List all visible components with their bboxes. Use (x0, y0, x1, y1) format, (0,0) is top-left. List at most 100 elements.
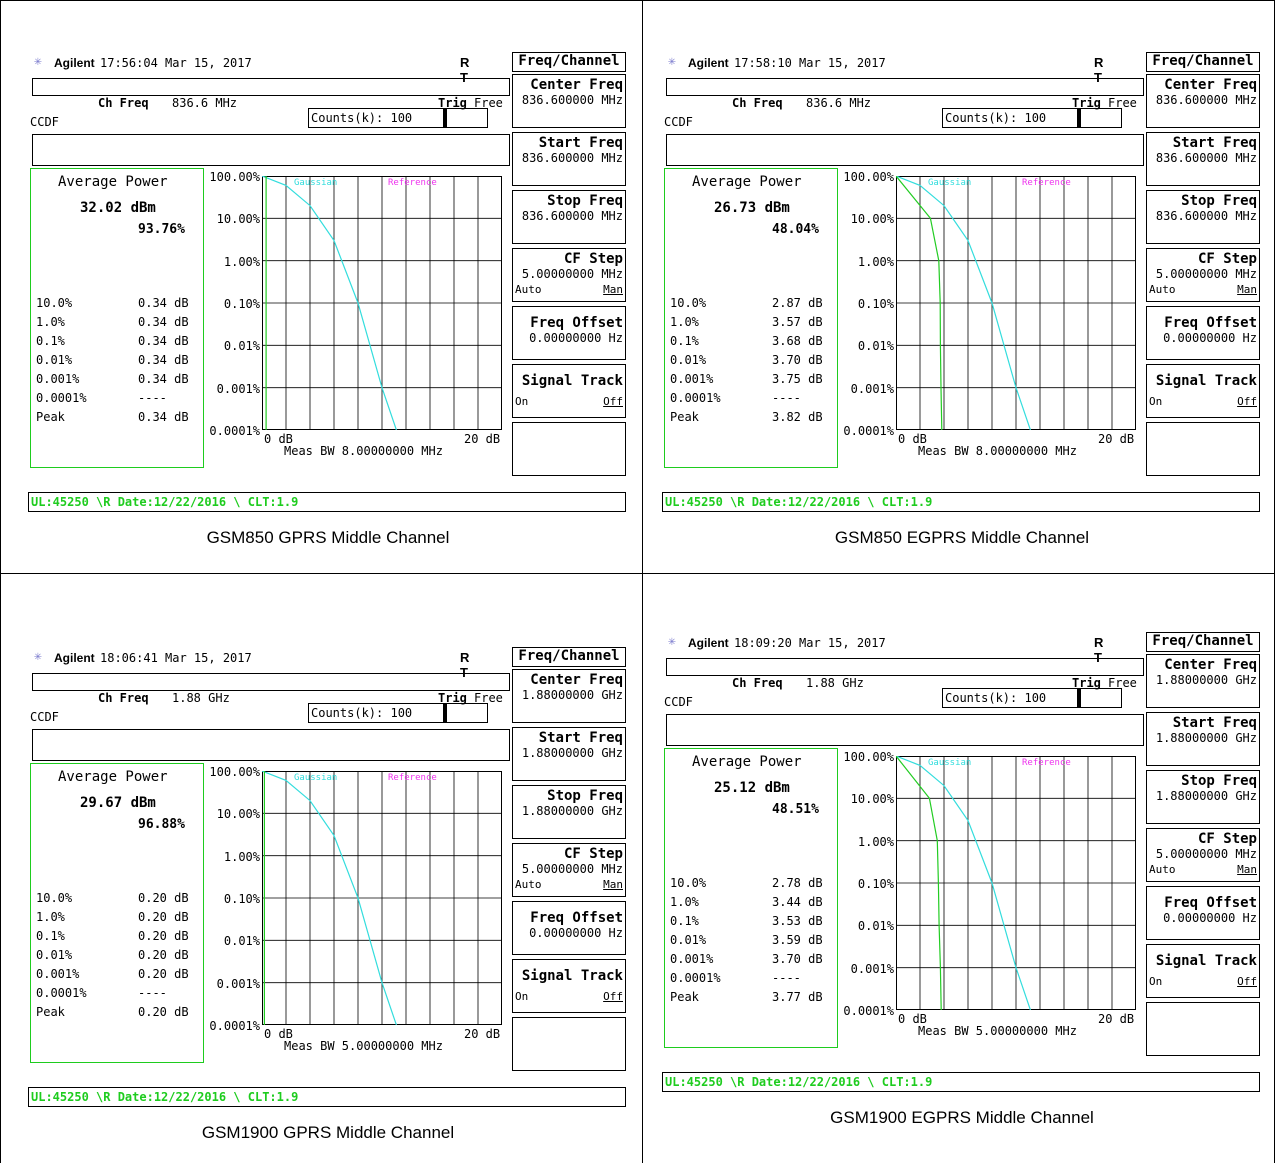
start-freq-softkey[interactable]: Start Freq 1.88000000 GHz (1146, 712, 1260, 766)
counts-field[interactable]: Counts(k): 100 (308, 108, 444, 128)
trig-value: Free (474, 691, 503, 705)
start-freq-label: Start Freq (538, 730, 623, 746)
center-freq-label: Center Freq (530, 77, 623, 93)
results-panel (664, 168, 838, 468)
ccdf-row-value: 0.34 dB (138, 410, 189, 424)
average-power-value: 32.02 dBm (80, 200, 156, 216)
counts-field[interactable]: Counts(k): 100 (308, 703, 444, 723)
freq-offset-value: 0.00000000 Hz (529, 926, 623, 940)
counts-entry-box[interactable] (1078, 108, 1122, 128)
counts-entry-box[interactable] (444, 108, 488, 128)
ccdf-row-label: Peak (36, 1005, 65, 1019)
center-freq-softkey[interactable]: Center Freq 1.88000000 GHz (512, 669, 626, 723)
stop-freq-value: 836.600000 MHz (1155, 209, 1257, 223)
results-panel (30, 168, 204, 468)
ccdf-row-label: 10.0% (36, 891, 73, 905)
signal-track-label: Signal Track (521, 968, 623, 984)
stop-freq-softkey[interactable]: Stop Freq 836.600000 MHz (512, 190, 626, 244)
brand-label: Agilent (688, 636, 729, 650)
screenshot-caption: GSM1900 EGPRS Middle Channel (830, 1108, 1094, 1127)
message-bar (666, 658, 1144, 676)
signal-track-softkey[interactable]: Signal Track On Off (1146, 364, 1260, 418)
stop-freq-softkey[interactable]: Stop Freq 1.88000000 GHz (512, 785, 626, 839)
blank-softkey[interactable] (1146, 422, 1260, 476)
cf-step-softkey[interactable]: CF Step 5.00000000 MHz Auto Man (512, 843, 626, 897)
ccdf-row-value: 0.20 dB (138, 967, 189, 981)
signal-track-label: Signal Track (1155, 373, 1257, 389)
center-freq-label: Center Freq (1164, 77, 1257, 93)
freq-offset-softkey[interactable]: Freq Offset 0.00000000 Hz (1146, 306, 1260, 360)
menu-title-freq-channel[interactable]: Freq/Channel (1146, 52, 1260, 72)
average-power-title: Average Power (58, 769, 168, 785)
blank-softkey[interactable] (512, 1017, 626, 1071)
y-tick-label: 0.10% (223, 296, 260, 311)
ccdf-row-value: 3.53 dB (772, 914, 823, 928)
center-freq-softkey[interactable]: Center Freq 1.88000000 GHz (1146, 654, 1260, 708)
center-freq-softkey[interactable]: Center Freq 836.600000 MHz (1146, 74, 1260, 128)
start-freq-softkey[interactable]: Start Freq 1.88000000 GHz (512, 727, 626, 781)
start-freq-value: 836.600000 MHz (521, 151, 623, 165)
y-tick-label: 100.00% (843, 750, 894, 764)
ccdf-row-value: ---- (138, 391, 167, 405)
y-tick-label: 10.00% (216, 212, 260, 227)
x-axis-end-label: 20 dB (464, 432, 501, 446)
counts-field[interactable]: Counts(k): 100 (942, 108, 1078, 128)
signal-track-softkey[interactable]: Signal Track On Off (512, 364, 626, 418)
menu-title-freq-channel[interactable]: Freq/Channel (512, 647, 626, 667)
center-freq-softkey[interactable]: Center Freq 836.600000 MHz (512, 74, 626, 128)
stop-freq-value: 836.600000 MHz (521, 209, 623, 223)
analyzer-screenshot: ✳ Agilent 18:06:41 Mar 15, 2017 R T Ch Freq 1… (28, 647, 628, 1109)
stop-freq-softkey[interactable]: Stop Freq 1.88000000 GHz (1146, 770, 1260, 824)
ccdf-row-value: 0.34 dB (138, 334, 189, 348)
instrument-header: ✳ Agilent 17:58:10 Mar 15, 2017 R T (662, 52, 1142, 86)
menu-title-freq-channel[interactable]: Freq/Channel (1146, 632, 1260, 652)
ccdf-row-value: 3.59 dB (772, 933, 823, 947)
counts-entry-box[interactable] (1078, 688, 1122, 708)
ch-freq-value: 836.6 MHz (806, 96, 872, 110)
freq-offset-softkey[interactable]: Freq Offset 0.00000000 Hz (512, 306, 626, 360)
cf-step-label: CF Step (563, 251, 623, 267)
y-tick-label: 10.00% (850, 792, 894, 807)
cf-step-softkey[interactable]: CF Step 5.00000000 MHz Auto Man (1146, 828, 1260, 882)
blank-softkey[interactable] (512, 422, 626, 476)
menu-title-freq-channel[interactable]: Freq/Channel (512, 52, 626, 72)
legend-gaussian: Gaussian (294, 178, 337, 188)
brand-label: Agilent (54, 651, 95, 665)
ccdf-row-label: 0.1% (36, 334, 65, 348)
stop-freq-softkey[interactable]: Stop Freq 836.600000 MHz (1146, 190, 1260, 244)
signal-track-softkey[interactable]: Signal Track On Off (512, 959, 626, 1013)
start-freq-softkey[interactable]: Start Freq 836.600000 MHz (512, 132, 626, 186)
cf-step-softkey[interactable]: CF Step 5.00000000 MHz Auto Man (512, 248, 626, 302)
signal-track-label: Signal Track (1155, 953, 1257, 969)
ccdf-row-label: 1.0% (670, 895, 699, 909)
ccdf-row-label: 1.0% (670, 315, 699, 329)
table-divider-vertical (642, 0, 643, 1163)
counts-field[interactable]: Counts(k): 100 (942, 688, 1078, 708)
info-bar (32, 134, 510, 166)
start-freq-softkey[interactable]: Start Freq 836.600000 MHz (1146, 132, 1260, 186)
signal-track-softkey[interactable]: Signal Track On Off (1146, 944, 1260, 998)
legend-gaussian: Gaussian (294, 773, 337, 783)
freq-offset-softkey[interactable]: Freq Offset 0.00000000 Hz (1146, 886, 1260, 940)
ccdf-row-value: 0.34 dB (138, 353, 189, 367)
x-axis-start-label: 0 dB (898, 432, 927, 446)
ccdf-row-label: 0.001% (670, 952, 714, 966)
counts-entry-box[interactable] (444, 703, 488, 723)
ccdf-row-value: ---- (772, 971, 801, 985)
timestamp: 18:09:20 Mar 15, 2017 (734, 636, 886, 650)
blank-softkey[interactable] (1146, 1002, 1260, 1056)
y-tick-label: 0.01% (857, 339, 894, 354)
brand-label: Agilent (688, 56, 729, 70)
start-freq-label: Start Freq (1172, 135, 1257, 151)
counts-cursor (1078, 688, 1081, 708)
freq-offset-value: 0.00000000 Hz (1163, 331, 1257, 345)
ccdf-row-label: 0.1% (36, 929, 65, 943)
ccdf-row-label: 10.0% (670, 296, 707, 310)
agilent-logo-icon: ✳ (668, 634, 676, 649)
cf-step-softkey[interactable]: CF Step 5.00000000 MHz Auto Man (1146, 248, 1260, 302)
freq-offset-softkey[interactable]: Freq Offset 0.00000000 Hz (512, 901, 626, 955)
trig-label: Trig (438, 96, 467, 110)
ccdf-row-value: 0.34 dB (138, 315, 189, 329)
signal-track-off: Off (603, 990, 623, 1003)
ccdf-row-value: 3.82 dB (772, 410, 823, 424)
